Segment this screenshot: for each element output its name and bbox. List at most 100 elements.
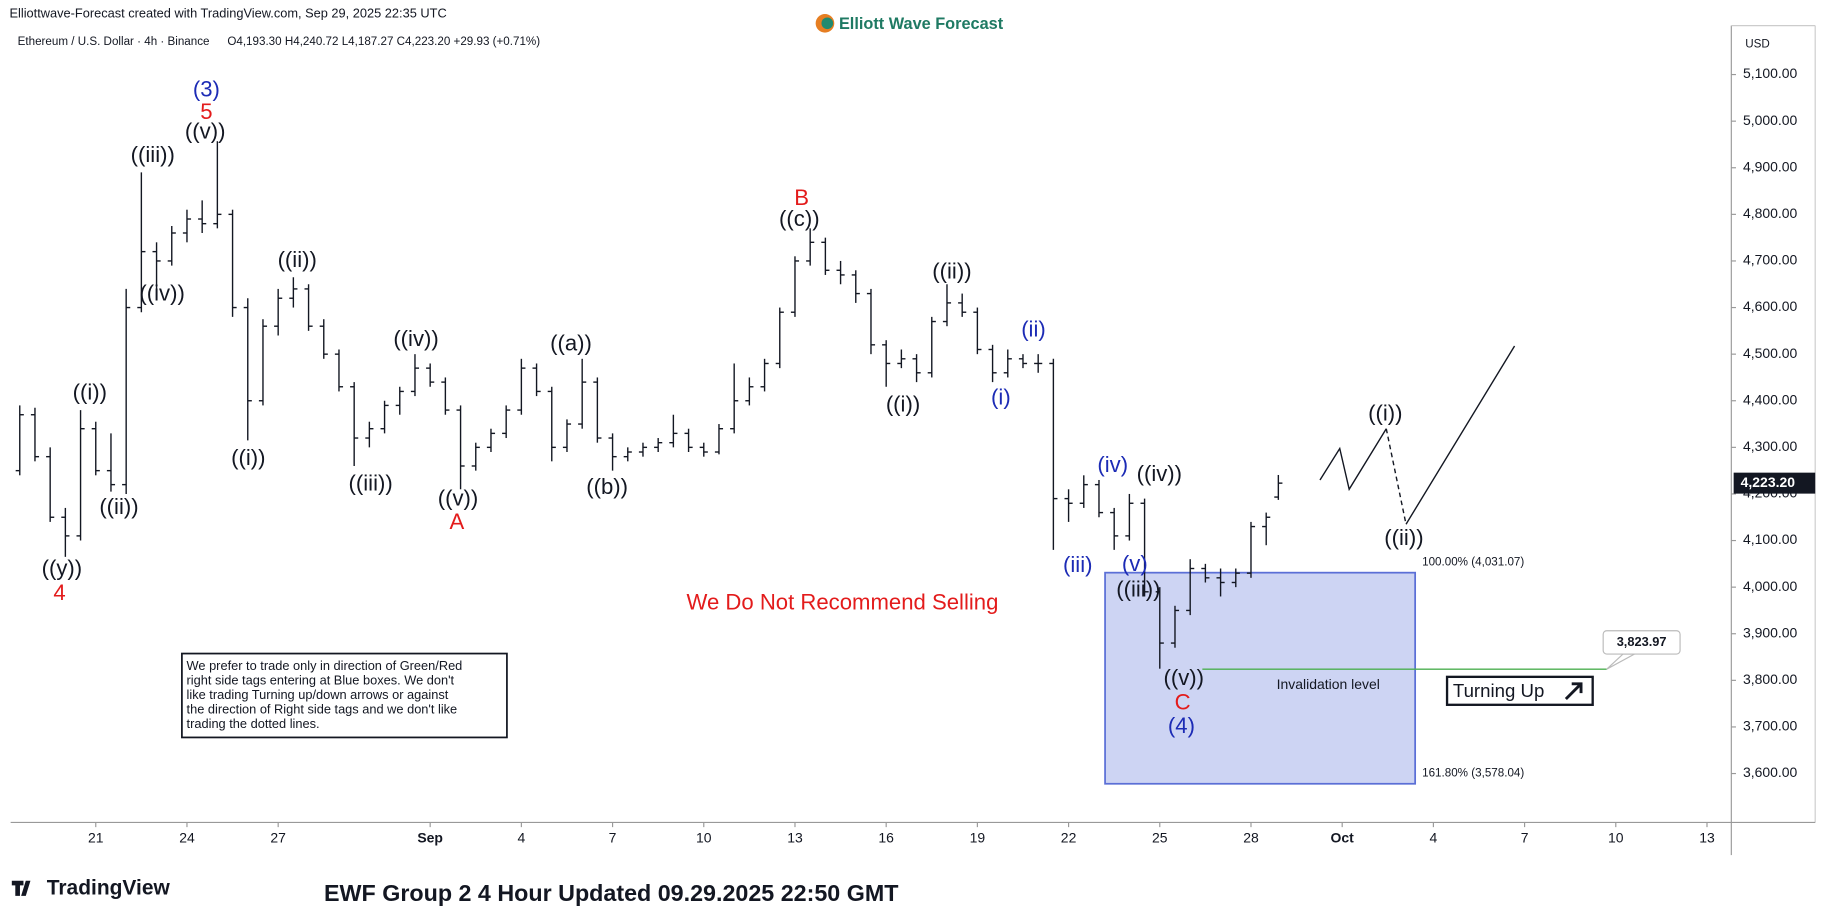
x-tick-label: 4 (1429, 829, 1437, 845)
symbol: Ethereum / U.S. Dollar · 4h · Binance (18, 35, 210, 48)
disclaimer-line: trading the dotted lines. (187, 716, 320, 731)
fib-label: 161.80% (3,578.04) (1422, 766, 1524, 779)
y-tick-label: 4,500.00 (1743, 345, 1798, 361)
y-tick-label: 4,400.00 (1743, 391, 1798, 407)
footer-logo-text: TradingView (47, 876, 171, 899)
wave-label: ((v)) (438, 486, 479, 511)
fib-label: 100.00% (4,031.07) (1422, 555, 1524, 568)
fib-box (1104, 571, 1417, 785)
disclaimer-line: like trading Turning up/down arrows or a… (187, 687, 449, 702)
disclaimer-line: right side tags entering at Blue boxes. … (187, 672, 455, 687)
value-tag-label: 3,823.97 (1617, 634, 1667, 649)
x-tick-label: 7 (609, 829, 617, 845)
y-tick-label: 4,300.00 (1743, 438, 1798, 454)
wave-label: (v) (1122, 551, 1148, 576)
wave-label: ((i)) (886, 391, 920, 416)
wave-label: (ii) (1021, 317, 1046, 342)
x-tick-label: Oct (1331, 829, 1355, 845)
x-tick-label: 25 (1152, 829, 1168, 845)
wave-label: (3) (193, 77, 220, 102)
wave-label: ((iii)) (131, 142, 175, 167)
plot: 3,600.00 3,700.00 3,800.00 3,900.00 4,000.00… (15, 65, 1816, 845)
ohlc-legend: O4,193.30 H4,240.72 L4,187.27 C4,223.20 … (227, 35, 540, 48)
brand-logo: Elliott Wave Forecast (815, 13, 1004, 33)
disclaimer-line: the direction of Right side tags and we … (187, 701, 458, 716)
disclaimer-box (181, 652, 508, 739)
value-tag (1602, 630, 1681, 655)
projection (1405, 345, 1516, 525)
tv-icon (11, 880, 31, 896)
turning-arrow (1564, 682, 1583, 701)
wave-label: ((i)) (231, 445, 265, 470)
wave-label: ((iii)) (349, 470, 393, 495)
wave-label: (4) (1168, 713, 1195, 738)
y-tick-label: 4,700.00 (1743, 252, 1798, 268)
turning-box (1445, 675, 1594, 706)
y-tick-label: 3,600.00 (1743, 764, 1798, 780)
y-tick-label: 4,000.00 (1743, 578, 1798, 594)
last-price-label: 4,223.20 (1741, 474, 1796, 490)
y-tick-label: 4,800.00 (1743, 205, 1798, 221)
x-tick-label: 21 (88, 829, 104, 845)
wave-label: ((iv)) (1137, 461, 1182, 486)
y-tick-label: 3,900.00 (1743, 624, 1798, 640)
wave-label: ((v)) (1164, 665, 1205, 690)
x-tick-label: 24 (179, 829, 195, 845)
currency: USD (1745, 37, 1770, 50)
x-tick-label: 13 (787, 829, 803, 845)
turning-label: Turning Up (1453, 680, 1544, 701)
wave-label: ((v)) (185, 119, 226, 144)
x-tick-label: 28 (1243, 829, 1259, 845)
wave-label: (i) (991, 384, 1011, 409)
x-tick-label: 10 (696, 829, 712, 845)
wave-label: ((i)) (1368, 401, 1402, 426)
wave-label: ((ii)) (99, 494, 138, 519)
wave-label: ((ii)) (278, 247, 317, 272)
wave-label: ((iv)) (139, 281, 184, 306)
wave-label: ((y)) (42, 556, 83, 581)
x-tick-label: 7 (1521, 829, 1529, 845)
x-tick-label: 22 (1061, 829, 1077, 845)
wave-label: ((a)) (550, 331, 592, 356)
wave-label: ((b)) (586, 474, 628, 499)
y-tick-label: 3,700.00 (1743, 718, 1798, 734)
y-tick-label: 4,600.00 (1743, 298, 1798, 314)
y-tick-label: 5,000.00 (1743, 112, 1798, 128)
projection (1319, 428, 1387, 492)
wave-label: 5 (200, 99, 212, 124)
y-tick-label: 5,100.00 (1743, 65, 1798, 81)
footer-title: EWF Group 2 4 Hour Updated 09.29.2025 22… (324, 880, 898, 906)
last-price-tag (1733, 472, 1816, 494)
wave-label: (iv) (1097, 452, 1128, 477)
x-tick-label: 27 (270, 829, 286, 845)
wave-label: ((iv)) (393, 326, 438, 351)
wave-label: ((iii)) (1116, 576, 1160, 601)
header: Elliottwave-Forecast created with Tradin… (9, 5, 446, 20)
wave-label: B (794, 185, 809, 210)
x-tick-label: 10 (1608, 829, 1624, 845)
wave-label: ((ii)) (1384, 525, 1423, 550)
warning: We Do Not Recommend Selling (686, 589, 998, 614)
x-tick-label: 16 (878, 829, 894, 845)
wave-label: ((i)) (73, 380, 107, 405)
footer-logo: TradingView (11, 876, 171, 899)
x-tick-label: 4 (517, 829, 525, 845)
disclaimer: We prefer to trade only in direction of … (187, 658, 463, 731)
wave-label: ((c)) (779, 206, 820, 231)
wave-label: A (449, 509, 464, 534)
brand: Elliott Wave Forecast (839, 15, 1004, 33)
wave-label: (iii) (1063, 552, 1092, 577)
disclaimer-line: We prefer to trade only in direction of … (187, 658, 463, 673)
invalidation-label: Invalidation level (1277, 676, 1380, 692)
logo-icon (821, 17, 834, 30)
x-tick-label: 19 (970, 829, 986, 845)
wave-label: ((ii)) (932, 258, 971, 283)
x-tick-label: Sep (417, 829, 443, 845)
y-tick-label: 4,900.00 (1743, 158, 1798, 174)
wave-label: 4 (53, 580, 65, 605)
y-tick-label: 4,100.00 (1743, 531, 1798, 547)
y-tick-label: 3,800.00 (1743, 671, 1798, 687)
x-tick-label: 13 (1699, 829, 1715, 845)
